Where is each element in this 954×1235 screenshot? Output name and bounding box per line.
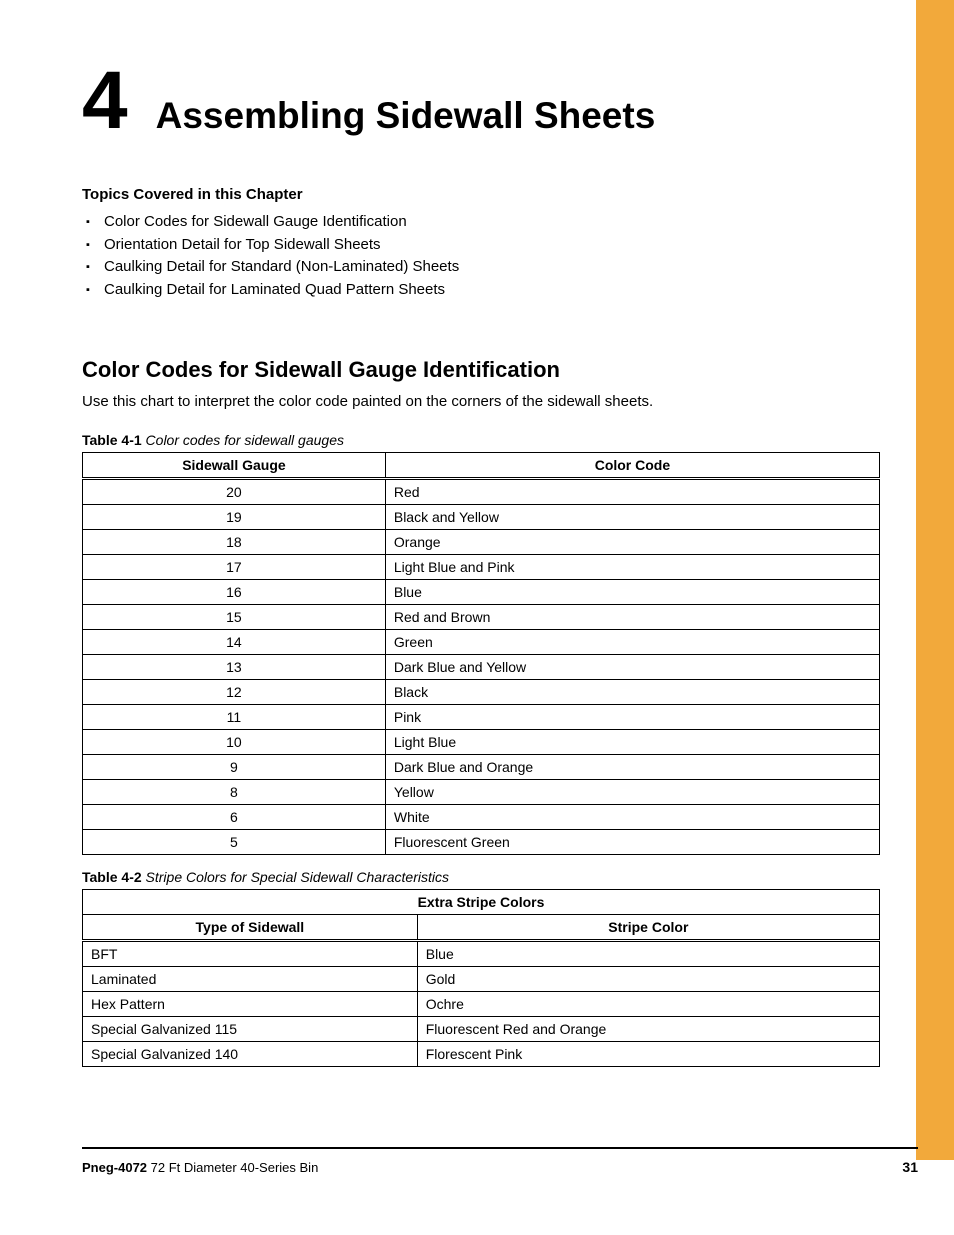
table-stripe-colors: Extra Stripe Colors Type of Sidewall Str… bbox=[82, 889, 880, 1067]
table-cell: 11 bbox=[83, 705, 386, 730]
table-row: 9Dark Blue and Orange bbox=[83, 755, 880, 780]
topic-item: Orientation Detail for Top Sidewall Shee… bbox=[82, 234, 880, 257]
page-content: 4 Assembling Sidewall Sheets Topics Cove… bbox=[0, 0, 916, 1081]
footer-doc-id: Pneg-4072 bbox=[82, 1160, 147, 1175]
table-cell: 19 bbox=[83, 505, 386, 530]
table-cell: Yellow bbox=[385, 780, 879, 805]
table-row: 11Pink bbox=[83, 705, 880, 730]
table-cell: Laminated bbox=[83, 967, 418, 992]
page-footer: Pneg-4072 72 Ft Diameter 40-Series Bin 3… bbox=[82, 1147, 918, 1175]
topics-heading: Topics Covered in this Chapter bbox=[82, 186, 880, 203]
table-row: 10Light Blue bbox=[83, 730, 880, 755]
table-cell: Dark Blue and Orange bbox=[385, 755, 879, 780]
table-cell: 15 bbox=[83, 605, 386, 630]
table2-body: BFTBlueLaminatedGoldHex PatternOchreSpec… bbox=[83, 941, 880, 1067]
table-cell: 18 bbox=[83, 530, 386, 555]
table-color-codes: Sidewall Gauge Color Code 20Red19Black a… bbox=[82, 452, 880, 855]
table2-spanning-header: Extra Stripe Colors bbox=[83, 890, 880, 915]
table-cell: Blue bbox=[417, 941, 879, 967]
table1-col-header: Sidewall Gauge bbox=[83, 453, 386, 479]
table-row: Special Galvanized 140Florescent Pink bbox=[83, 1042, 880, 1067]
table-cell: Ochre bbox=[417, 992, 879, 1017]
table-cell: Black and Yellow bbox=[385, 505, 879, 530]
table-cell: 10 bbox=[83, 730, 386, 755]
table2-caption: Table 4-2 Stripe Colors for Special Side… bbox=[82, 869, 880, 885]
table-cell: 8 bbox=[83, 780, 386, 805]
table-row: 15Red and Brown bbox=[83, 605, 880, 630]
accent-side-bar bbox=[916, 0, 954, 1160]
table-row: Special Galvanized 115Fluorescent Red an… bbox=[83, 1017, 880, 1042]
table-row: 18Orange bbox=[83, 530, 880, 555]
table-row: 12Black bbox=[83, 680, 880, 705]
topic-item: Caulking Detail for Standard (Non-Lamina… bbox=[82, 256, 880, 279]
table-cell: Green bbox=[385, 630, 879, 655]
footer-left: Pneg-4072 72 Ft Diameter 40-Series Bin bbox=[82, 1160, 318, 1175]
table-cell: Black bbox=[385, 680, 879, 705]
table-cell: 17 bbox=[83, 555, 386, 580]
table-row: 14Green bbox=[83, 630, 880, 655]
table-cell: Gold bbox=[417, 967, 879, 992]
table-cell: Red bbox=[385, 479, 879, 505]
table-row: 16Blue bbox=[83, 580, 880, 605]
table-cell: Florescent Pink bbox=[417, 1042, 879, 1067]
table-cell: 14 bbox=[83, 630, 386, 655]
table-cell: Red and Brown bbox=[385, 605, 879, 630]
topic-item: Color Codes for Sidewall Gauge Identific… bbox=[82, 211, 880, 234]
table-row: 5Fluorescent Green bbox=[83, 830, 880, 855]
table1-body: 20Red19Black and Yellow18Orange17Light B… bbox=[83, 479, 880, 855]
table-cell: 5 bbox=[83, 830, 386, 855]
table-row: 20Red bbox=[83, 479, 880, 505]
table-cell: 13 bbox=[83, 655, 386, 680]
table-cell: Light Blue bbox=[385, 730, 879, 755]
table2-caption-label: Table 4-2 bbox=[82, 869, 142, 885]
section-heading: Color Codes for Sidewall Gauge Identific… bbox=[82, 357, 880, 383]
table-cell: Special Galvanized 115 bbox=[83, 1017, 418, 1042]
topics-list: Color Codes for Sidewall Gauge Identific… bbox=[82, 211, 880, 301]
table-cell: Pink bbox=[385, 705, 879, 730]
table-cell: 12 bbox=[83, 680, 386, 705]
table-row: BFTBlue bbox=[83, 941, 880, 967]
footer-page-number: 31 bbox=[902, 1159, 918, 1175]
table-cell: Hex Pattern bbox=[83, 992, 418, 1017]
table-cell: Dark Blue and Yellow bbox=[385, 655, 879, 680]
table-row: 17Light Blue and Pink bbox=[83, 555, 880, 580]
table-cell: White bbox=[385, 805, 879, 830]
section-intro: Use this chart to interpret the color co… bbox=[82, 393, 880, 410]
table1-caption: Table 4-1 Color codes for sidewall gauge… bbox=[82, 432, 880, 448]
table1-caption-label: Table 4-1 bbox=[82, 432, 142, 448]
table-row: Hex PatternOchre bbox=[83, 992, 880, 1017]
table2-col-header: Type of Sidewall bbox=[83, 915, 418, 941]
table1-caption-desc: Color codes for sidewall gauges bbox=[146, 432, 344, 448]
table-cell: 16 bbox=[83, 580, 386, 605]
topic-item: Caulking Detail for Laminated Quad Patte… bbox=[82, 279, 880, 302]
table-row: 6White bbox=[83, 805, 880, 830]
table-cell: 9 bbox=[83, 755, 386, 780]
table-row: 13Dark Blue and Yellow bbox=[83, 655, 880, 680]
table-row: 19Black and Yellow bbox=[83, 505, 880, 530]
table2-col-header: Stripe Color bbox=[417, 915, 879, 941]
table-row: LaminatedGold bbox=[83, 967, 880, 992]
chapter-number: 4 bbox=[82, 60, 128, 142]
table-cell: Special Galvanized 140 bbox=[83, 1042, 418, 1067]
table-cell: Fluorescent Green bbox=[385, 830, 879, 855]
table-cell: Fluorescent Red and Orange bbox=[417, 1017, 879, 1042]
footer-doc-title: 72 Ft Diameter 40-Series Bin bbox=[151, 1160, 319, 1175]
table-cell: BFT bbox=[83, 941, 418, 967]
chapter-header: 4 Assembling Sidewall Sheets bbox=[82, 60, 880, 142]
table-cell: Blue bbox=[385, 580, 879, 605]
table-cell: 20 bbox=[83, 479, 386, 505]
chapter-title: Assembling Sidewall Sheets bbox=[156, 95, 656, 137]
table1-col-header: Color Code bbox=[385, 453, 879, 479]
table2-caption-desc: Stripe Colors for Special Sidewall Chara… bbox=[146, 869, 449, 885]
table-cell: Light Blue and Pink bbox=[385, 555, 879, 580]
table-cell: Orange bbox=[385, 530, 879, 555]
table-row: 8Yellow bbox=[83, 780, 880, 805]
table-cell: 6 bbox=[83, 805, 386, 830]
